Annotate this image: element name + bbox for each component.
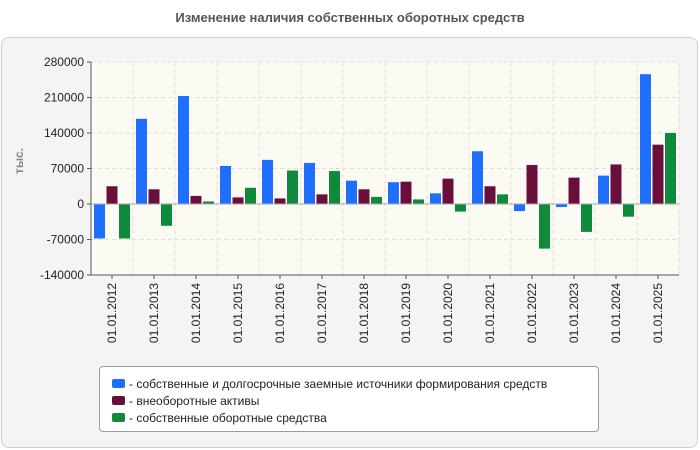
- x-tick-label: 01.01.2012: [105, 283, 119, 343]
- x-tick-label: 01.01.2024: [609, 283, 623, 343]
- x-tick-label: 01.01.2018: [357, 283, 371, 343]
- bar-2-01.01.2021: [484, 186, 496, 204]
- bar-3-01.01.2019: [413, 199, 424, 204]
- bar-3-01.01.2014: [203, 201, 214, 204]
- chart-legend: - собственные и долгосрочные заемные ист…: [99, 366, 599, 432]
- bar-3-01.01.2016: [287, 170, 298, 204]
- bar-1-01.01.2018: [346, 180, 357, 204]
- bar-2-01.01.2024: [610, 164, 622, 204]
- bar-1-01.01.2017: [304, 162, 315, 204]
- legend-label: -: [129, 393, 137, 408]
- bar-3-01.01.2023: [581, 204, 592, 232]
- legend-label-text: собственные и долгосрочные заемные источ…: [136, 376, 548, 391]
- x-tick-label: 01.01.2021: [483, 283, 497, 343]
- legend-label: -: [129, 410, 137, 425]
- bar-1-01.01.2020: [430, 193, 441, 204]
- bar-3-01.01.2012: [119, 204, 130, 239]
- x-tick-label: 01.01.2013: [147, 283, 161, 343]
- bar-2-01.01.2017: [316, 194, 328, 204]
- legend-item-sources: - собственные и долгосрочные заемные ист…: [100, 375, 598, 392]
- y-tick-label: 70000: [51, 162, 85, 176]
- bar-2-01.01.2022: [526, 164, 538, 204]
- bar-3-01.01.2020: [455, 204, 466, 212]
- y-tick-label: 210000: [44, 91, 84, 105]
- legend-label-text: внеоборотные активы: [136, 393, 260, 408]
- x-tick-label: 01.01.2015: [231, 283, 245, 343]
- bar-1-01.01.2015: [220, 165, 231, 204]
- legend-item-working-capital: - собственные оборотные средства: [100, 409, 598, 426]
- bar-3-01.01.2015: [245, 187, 256, 204]
- bar-1-01.01.2025: [640, 74, 651, 205]
- bar-2-01.01.2012: [106, 186, 118, 204]
- bar-2-01.01.2020: [442, 178, 454, 204]
- bar-1-01.01.2013: [136, 118, 147, 204]
- legend-label-text: собственные оборотные средства: [136, 410, 327, 425]
- y-tick-label: -70000: [47, 233, 85, 247]
- bar-2-01.01.2025: [652, 144, 664, 204]
- bar-3-01.01.2018: [371, 196, 382, 204]
- bar-1-01.01.2016: [262, 159, 273, 204]
- bar-1-01.01.2014: [178, 95, 189, 204]
- bar-1-01.01.2023: [556, 204, 567, 208]
- bar-2-01.01.2018: [358, 189, 370, 204]
- bar-3-01.01.2013: [161, 204, 172, 226]
- legend-swatch: [112, 413, 125, 422]
- bar-1-01.01.2021: [472, 151, 483, 204]
- bar-1-01.01.2022: [514, 204, 525, 212]
- x-tick-label: 01.01.2016: [273, 283, 287, 343]
- y-tick-label: 0: [77, 197, 84, 211]
- legend-swatch: [112, 396, 125, 405]
- legend-swatch: [112, 379, 125, 388]
- y-tick-label: 280000: [44, 55, 84, 69]
- legend-label: -: [129, 376, 137, 391]
- bar-2-01.01.2013: [148, 189, 160, 204]
- bar-3-01.01.2021: [497, 194, 508, 204]
- bar-3-01.01.2024: [623, 204, 634, 217]
- x-tick-label: 01.01.2014: [189, 283, 203, 343]
- legend-item-noncurrent-assets: - внеоборотные активы: [100, 392, 598, 409]
- bar-2-01.01.2019: [400, 181, 412, 204]
- x-tick-label: 01.01.2017: [315, 283, 329, 343]
- chart-title: Изменение наличия собственных оборотных …: [175, 10, 525, 25]
- x-tick-label: 01.01.2022: [525, 283, 539, 343]
- bar-1-01.01.2012: [94, 204, 105, 239]
- bar-2-01.01.2023: [568, 177, 580, 204]
- x-tick-label: 01.01.2025: [651, 283, 665, 343]
- x-tick-label: 01.01.2019: [399, 283, 413, 343]
- y-tick-label: -140000: [40, 268, 84, 282]
- bar-3-01.01.2017: [329, 171, 340, 204]
- x-tick-label: 01.01.2023: [567, 283, 581, 343]
- y-axis-label: тыс.: [12, 148, 26, 174]
- bar-3-01.01.2022: [539, 204, 550, 249]
- bar-2-01.01.2016: [274, 198, 286, 204]
- y-tick-label: 140000: [44, 126, 84, 140]
- bar-2-01.01.2015: [232, 197, 244, 204]
- x-tick-label: 01.01.2020: [441, 283, 455, 343]
- bar-1-01.01.2019: [388, 182, 399, 204]
- bar-3-01.01.2025: [665, 133, 676, 204]
- bar-2-01.01.2014: [190, 195, 202, 204]
- bar-1-01.01.2024: [598, 175, 609, 204]
